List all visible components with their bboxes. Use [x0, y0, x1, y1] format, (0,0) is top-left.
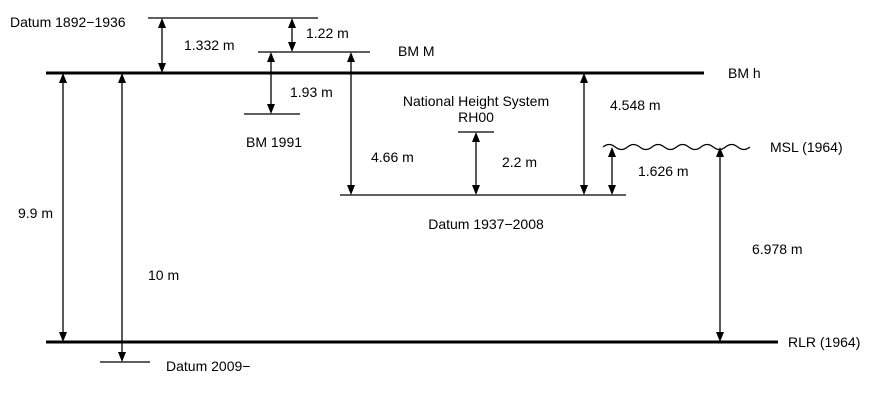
arrow-1626: [608, 147, 616, 195]
arrow-22: [472, 132, 480, 195]
msl-1964-wave: [602, 143, 751, 151]
distance-4548-label: 4.548 m: [610, 97, 661, 113]
arrow-193: [267, 52, 275, 114]
arrow-99: [59, 73, 67, 342]
distance-99-label: 9.9 m: [18, 205, 53, 221]
arrow-10: [118, 73, 126, 362]
national-height-system-label: National Height System: [403, 93, 549, 109]
datum-1937-2008-label: Datum 1937−2008: [428, 216, 544, 232]
msl-1964-label: MSL (1964): [770, 139, 843, 155]
bm-h-label: BM h: [728, 65, 761, 81]
arrow-122: [288, 18, 296, 52]
distance-10-label: 10 m: [148, 267, 179, 283]
rh00-label: RH00: [458, 109, 494, 125]
arrow-1332: [158, 18, 166, 73]
distance-122-label: 1.22 m: [306, 25, 349, 41]
distance-22-label: 2.2 m: [502, 154, 537, 170]
arrow-6978: [716, 147, 724, 342]
bm-m-label: BM M: [398, 43, 435, 59]
rlr-1964-label: RLR (1964): [788, 334, 860, 350]
bm-1991-label: BM 1991: [246, 134, 302, 150]
distance-1332-label: 1.332 m: [184, 37, 235, 53]
arrow-466: [347, 52, 355, 195]
distance-193-label: 1.93 m: [290, 84, 333, 100]
arrow-4548: [580, 73, 588, 195]
datum-1892-1936-label: Datum 1892−1936: [10, 14, 126, 30]
distance-1626-label: 1.626 m: [638, 163, 689, 179]
distance-466-label: 4.66 m: [371, 149, 414, 165]
datum-2009-label: Datum 2009−: [166, 358, 250, 374]
distance-6978-label: 6.978 m: [752, 241, 803, 257]
